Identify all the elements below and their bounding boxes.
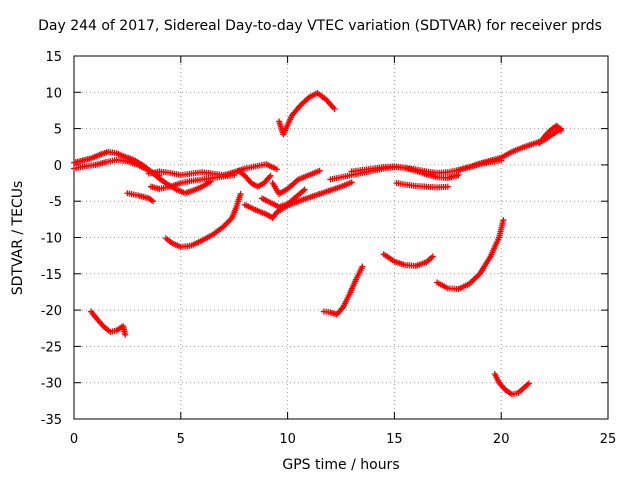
series-arc-19 xyxy=(320,263,366,318)
series-arc-10 xyxy=(269,167,323,197)
series-arc-6 xyxy=(162,190,244,250)
series-arc-1 xyxy=(71,148,214,197)
data-point xyxy=(429,253,436,260)
chart-grid xyxy=(74,56,608,419)
data-point xyxy=(558,127,565,134)
series-arc-16 xyxy=(536,122,565,147)
y-tick-label-4: -5 xyxy=(49,195,62,210)
x-tick-label-1: 5 xyxy=(177,432,185,447)
y-tick-label-7: -20 xyxy=(41,304,62,319)
x-tick-label-0: 0 xyxy=(70,432,78,447)
series-arc-7 xyxy=(235,167,274,190)
series-arc-9 xyxy=(258,186,308,211)
series-arc-2 xyxy=(71,156,163,179)
series-arc-11 xyxy=(276,90,338,138)
x-tick-label-5: 25 xyxy=(600,432,617,447)
series-arc-20 xyxy=(88,308,129,338)
data-point xyxy=(556,126,563,133)
series-arc-4 xyxy=(147,172,238,192)
data-point xyxy=(348,179,355,186)
series-arc-17 xyxy=(380,251,436,269)
y-tick-label-6: -15 xyxy=(41,268,62,283)
y-tick-label-0: 15 xyxy=(45,50,62,65)
data-point xyxy=(301,186,308,193)
x-tick-label-4: 20 xyxy=(493,432,510,447)
data-point xyxy=(500,217,507,224)
y-tick-label-8: -25 xyxy=(41,340,62,355)
chart-ticks: 0 5 10 15 20 25 15 10 5 0 -5 -10 -15 -20 -25 -30 -35 xyxy=(41,50,617,447)
data-point xyxy=(455,172,462,179)
y-axis-label: SDTVAR / TECUs xyxy=(10,180,26,296)
x-tick-label-2: 10 xyxy=(279,432,296,447)
series-arc-3 xyxy=(145,161,280,179)
x-axis-label: GPS time / hours xyxy=(282,457,400,473)
data-point xyxy=(267,172,274,179)
data-point xyxy=(359,263,366,270)
data-point xyxy=(122,331,129,338)
data-point xyxy=(316,167,323,174)
series-arc-14 xyxy=(393,180,451,191)
y-tick-label-10: -35 xyxy=(41,413,62,428)
y-tick-label-1: 10 xyxy=(45,86,62,101)
y-tick-label-5: -10 xyxy=(41,232,62,247)
y-tick-label-9: -30 xyxy=(41,377,62,392)
x-tick-label-3: 15 xyxy=(386,432,403,447)
data-point xyxy=(331,105,338,112)
data-point xyxy=(444,183,451,190)
data-point xyxy=(273,166,280,173)
series-arc-5 xyxy=(124,190,157,205)
y-tick-label-2: 5 xyxy=(54,123,62,138)
series-arc-21 xyxy=(491,370,532,398)
series-arc-18 xyxy=(434,217,507,293)
data-point xyxy=(237,190,244,197)
series-arc-13 xyxy=(348,163,462,181)
data-point xyxy=(525,380,532,387)
chart-title: Day 244 of 2017, Sidereal Day-to-day VTE… xyxy=(38,18,602,34)
data-point xyxy=(231,172,238,179)
data-point xyxy=(150,198,157,205)
y-tick-label-3: 0 xyxy=(54,159,62,174)
chart-points xyxy=(71,90,565,398)
